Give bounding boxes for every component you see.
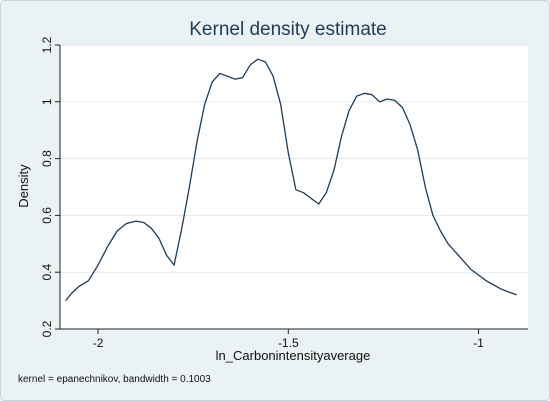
x-tick-label-0: -2 — [93, 336, 104, 350]
y-tick-label-5: 1.2 — [40, 36, 54, 53]
x-axis-label: ln_Carbonintensityaverage — [216, 348, 371, 363]
y-tick-label-3: 0.8 — [40, 150, 54, 167]
kernel-note: kernel = epanechnikov, bandwidth = 0.100… — [18, 374, 211, 385]
y-tick-label-0: 0.2 — [40, 320, 54, 337]
x-tick-label-1: -1.5 — [278, 336, 299, 350]
y-tick-label-4: 1 — [40, 98, 54, 105]
chart-title: Kernel density estimate — [189, 19, 387, 40]
x-tick-label-2: -1 — [473, 336, 484, 350]
plot-area — [60, 45, 528, 329]
y-tick-label-1: 0.4 — [40, 264, 54, 281]
y-tick-label-2: 0.6 — [40, 207, 54, 224]
y-axis-label: Density — [16, 164, 31, 208]
x-axis-ticks: -2 -1.5 -1 — [93, 329, 484, 350]
density-line — [65, 58, 517, 302]
y-axis-ticks: 0.2 0.4 0.6 0.8 1 1.2 — [40, 36, 60, 337]
